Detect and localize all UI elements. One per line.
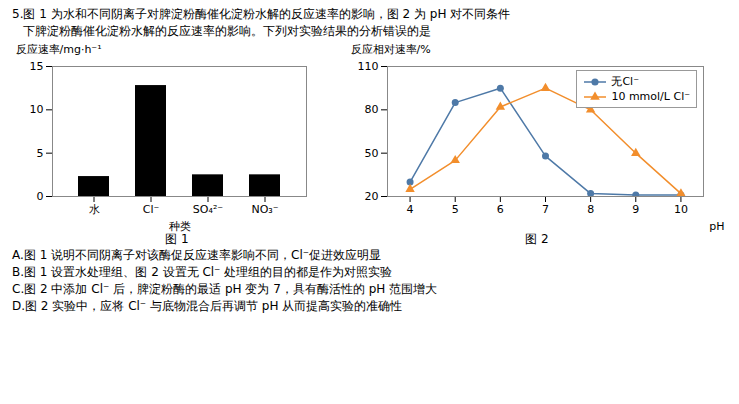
svg-text:NO₃⁻: NO₃⁻ — [251, 203, 278, 216]
svg-text:6: 6 — [497, 203, 504, 216]
html-text:10 mmol/L Cl⁻: 10 mmol/L Cl⁻ — [611, 90, 690, 103]
html-text:图 1: 图 1 — [165, 232, 189, 246]
svg-text:SO₄²⁻: SO₄²⁻ — [193, 203, 223, 216]
html-text:D.图 2 实验中，应将 Cl⁻ 与底物混合后再调节 pH: D.图 2 实验中，应将 Cl⁻ 与底物混合后再调节 pH 从而提高实验的准确性 — [12, 299, 403, 313]
svg-text:种类: 种类 — [169, 220, 191, 233]
svg-text:0: 0 — [37, 190, 44, 203]
html-text:C.图 2 中添加 Cl⁻ 后，脾淀粉酶的最适 pH 变为: C.图 2 中添加 Cl⁻ 后，脾淀粉酶的最适 pH 变为 7，具有酶活性的 p… — [12, 282, 438, 296]
svg-text:4: 4 — [407, 203, 414, 216]
svg-text:pH: pH — [709, 220, 724, 233]
html-text:图 2: 图 2 — [525, 232, 549, 246]
svg-text:9: 9 — [632, 203, 639, 216]
svg-text:10: 10 — [30, 103, 44, 116]
html-text:A.图 1 说明不同阴离子对该酶促反应速率影响不同，Cl⁻促: A.图 1 说明不同阴离子对该酶促反应速率影响不同，Cl⁻促进效应明显 — [12, 248, 382, 262]
svg-text:7: 7 — [542, 203, 549, 216]
svg-text:反应相对速率/%: 反应相对速率/% — [351, 43, 431, 56]
svg-text:110: 110 — [358, 60, 379, 73]
html-text:无Cl⁻: 无Cl⁻ — [611, 75, 639, 88]
html-text:5.图 1 为水和不同阴离子对脾淀粉酶催化淀粉水解的反应速率: 5.图 1 为水和不同阴离子对脾淀粉酶催化淀粉水解的反应速率的影响，图 2 为 … — [12, 7, 511, 21]
svg-text:20: 20 — [365, 190, 379, 203]
svg-text:50: 50 — [365, 147, 379, 160]
svg-text:8: 8 — [587, 203, 594, 216]
svg-text:80: 80 — [365, 103, 379, 116]
svg-text:水: 水 — [89, 203, 100, 216]
html-text:B.图 1 设置水处理组、图 2 设置无 Cl⁻ 处理组的目: B.图 1 设置水处理组、图 2 设置无 Cl⁻ 处理组的目的都是作为对照实验 — [12, 265, 393, 279]
svg-text:反应速率/mg·h⁻¹: 反应速率/mg·h⁻¹ — [16, 43, 102, 56]
svg-text:5: 5 — [37, 147, 44, 160]
svg-text:10: 10 — [674, 203, 688, 216]
html-text:下脾淀粉酶催化淀粉水解的反应速率的影响。下列对实验结果的分析: 下脾淀粉酶催化淀粉水解的反应速率的影响。下列对实验结果的分析错误的是 — [12, 24, 432, 38]
svg-text:15: 15 — [30, 60, 44, 73]
svg-text:5: 5 — [452, 203, 459, 216]
svg-text:Cl⁻: Cl⁻ — [143, 203, 160, 216]
